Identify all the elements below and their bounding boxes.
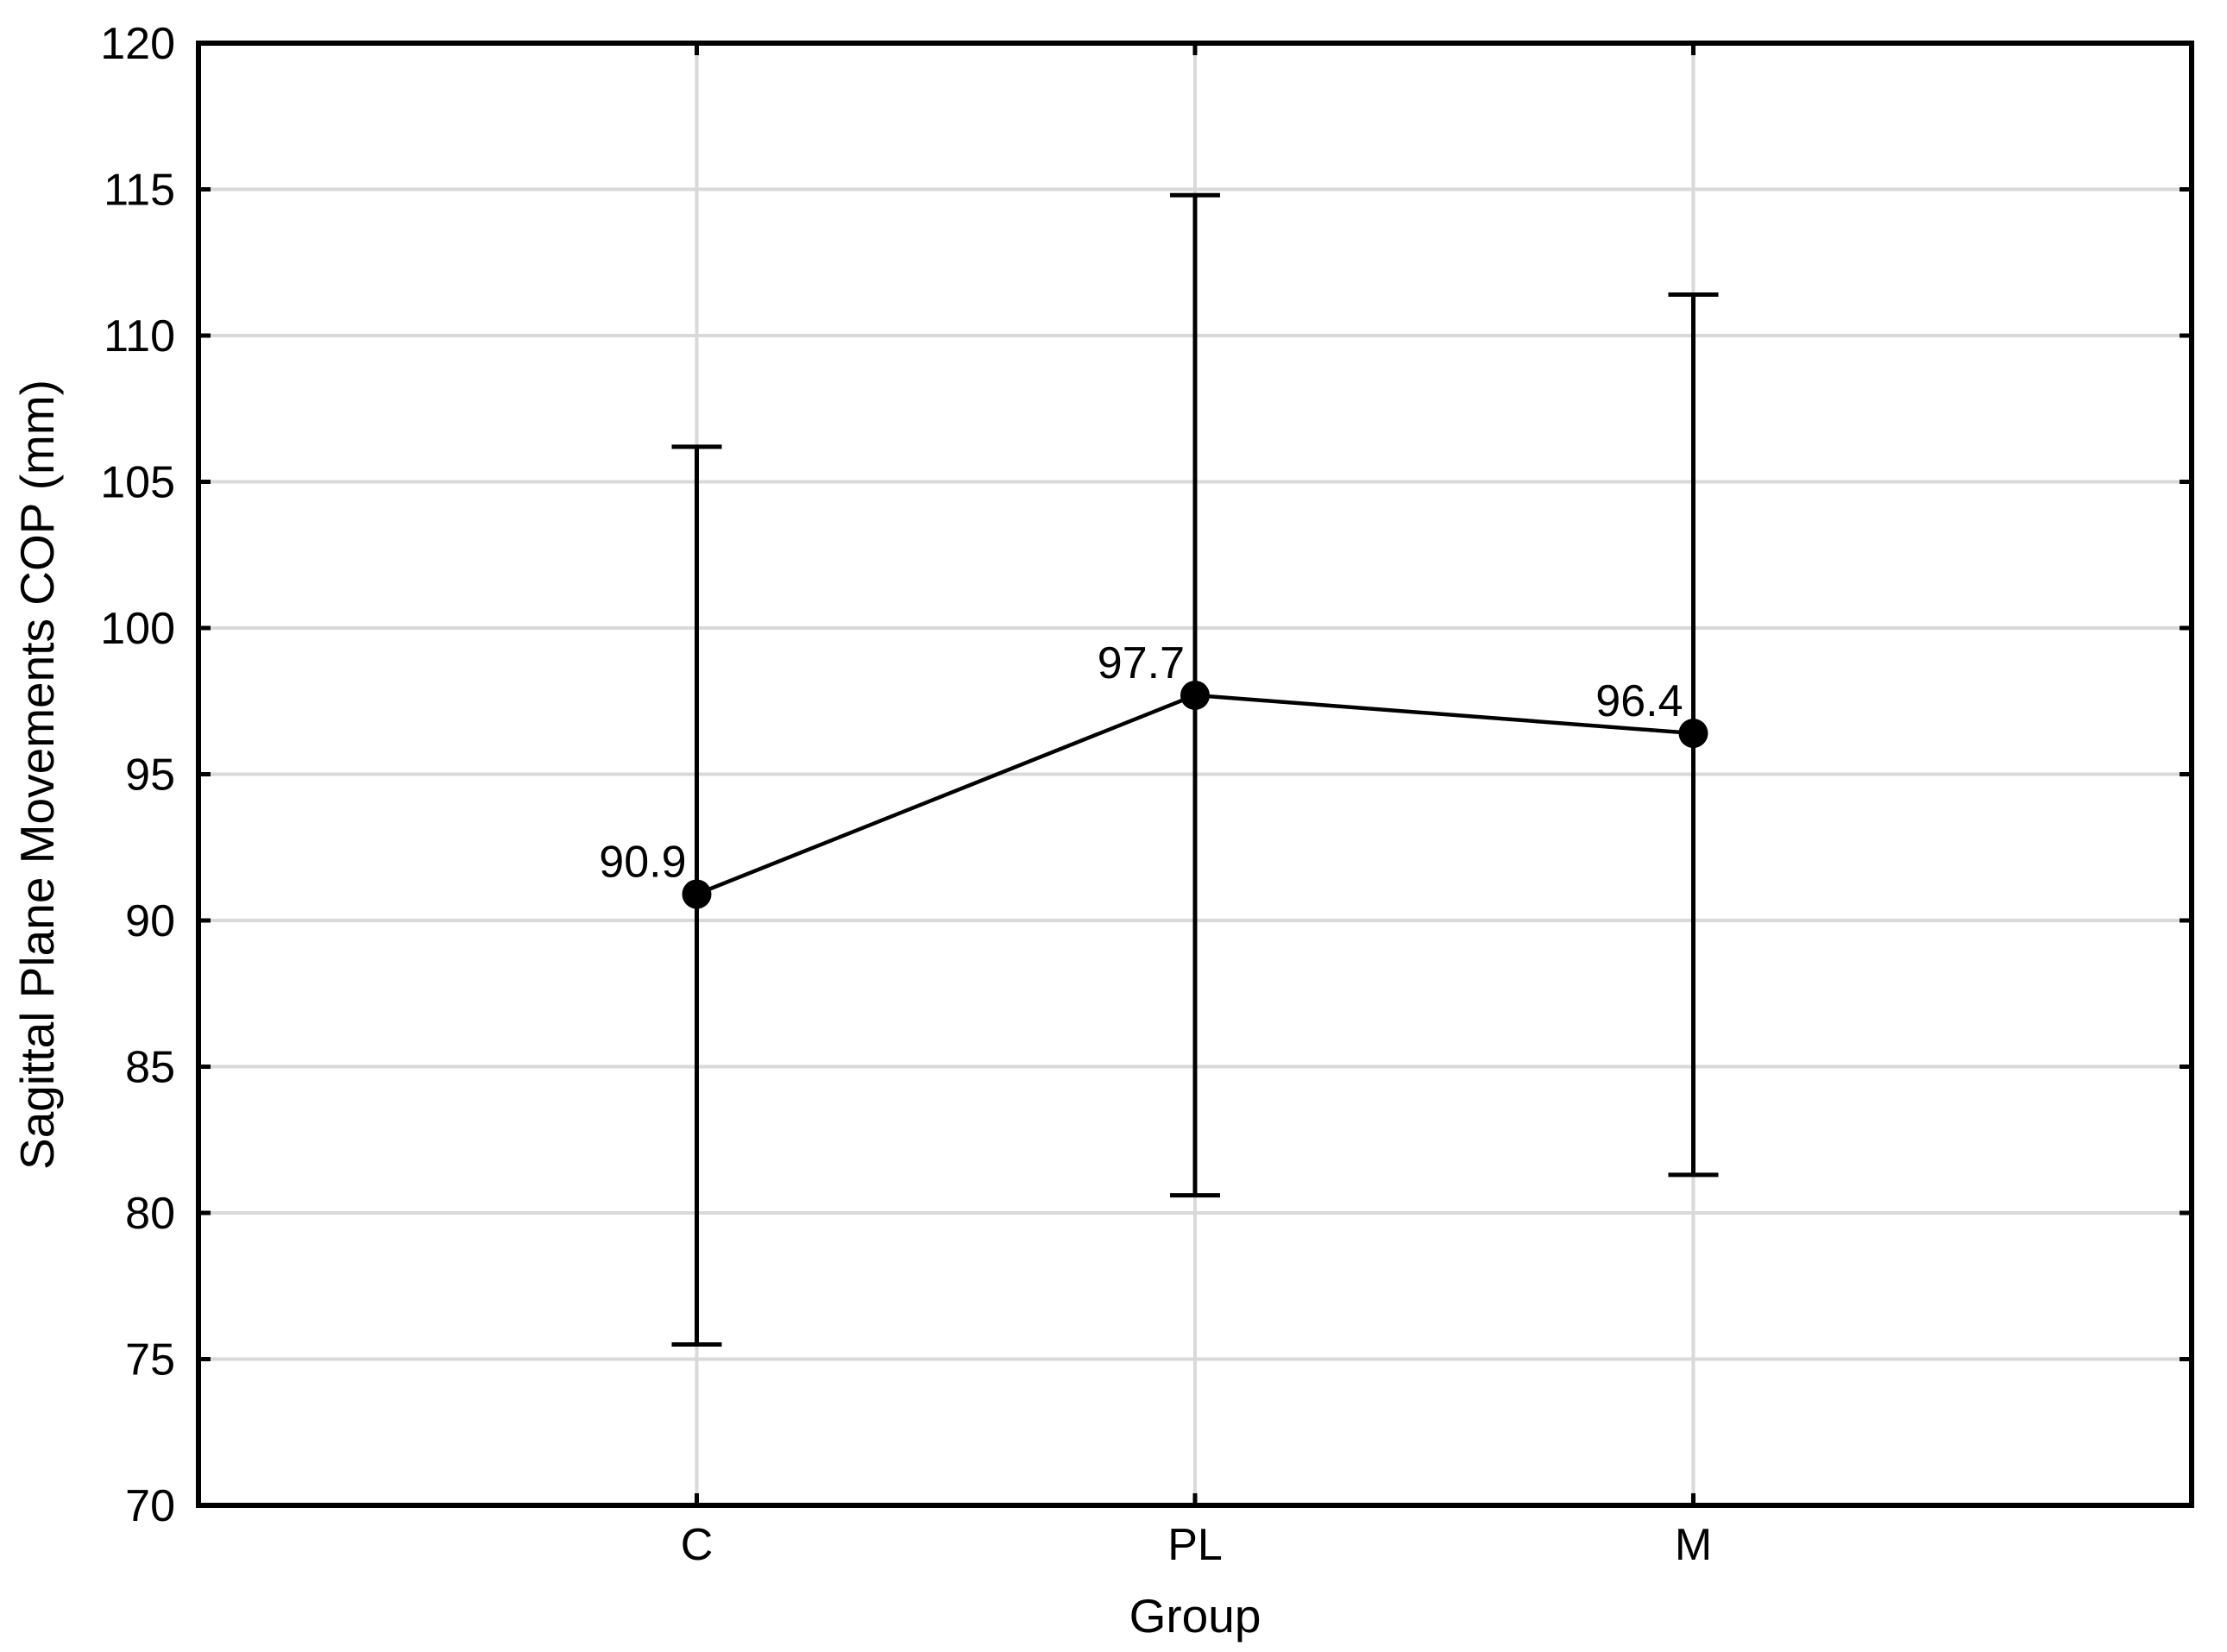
y-tick-label: 120 (100, 19, 175, 69)
y-tick-label: 100 (100, 604, 175, 654)
y-tick-label: 105 (100, 458, 175, 508)
mean-data-point (1678, 719, 1708, 749)
y-tick-label: 110 (104, 311, 175, 361)
y-tick-label: 85 (125, 1043, 175, 1093)
y-tick-label: 75 (125, 1335, 175, 1385)
y-tick-label: 115 (104, 166, 175, 216)
data-point-value-label: 96.4 (1595, 676, 1683, 726)
x-axis-title: Group (1129, 1589, 1261, 1643)
data-point-value-label: 90.9 (599, 837, 686, 887)
mean-data-point (1180, 680, 1210, 710)
y-tick-label: 80 (125, 1189, 175, 1239)
x-category-label: PL (1167, 1520, 1223, 1570)
y-tick-label: 90 (125, 896, 175, 946)
data-point-value-label: 97.7 (1098, 638, 1185, 688)
y-tick-label: 70 (125, 1481, 175, 1531)
y-tick-label: 95 (125, 751, 175, 801)
x-category-label: C (681, 1520, 714, 1570)
mean-data-point (682, 879, 712, 909)
y-axis-title: Sagittal Plane Movements COP (mm) (10, 380, 64, 1170)
x-category-label: M (1675, 1520, 1712, 1570)
